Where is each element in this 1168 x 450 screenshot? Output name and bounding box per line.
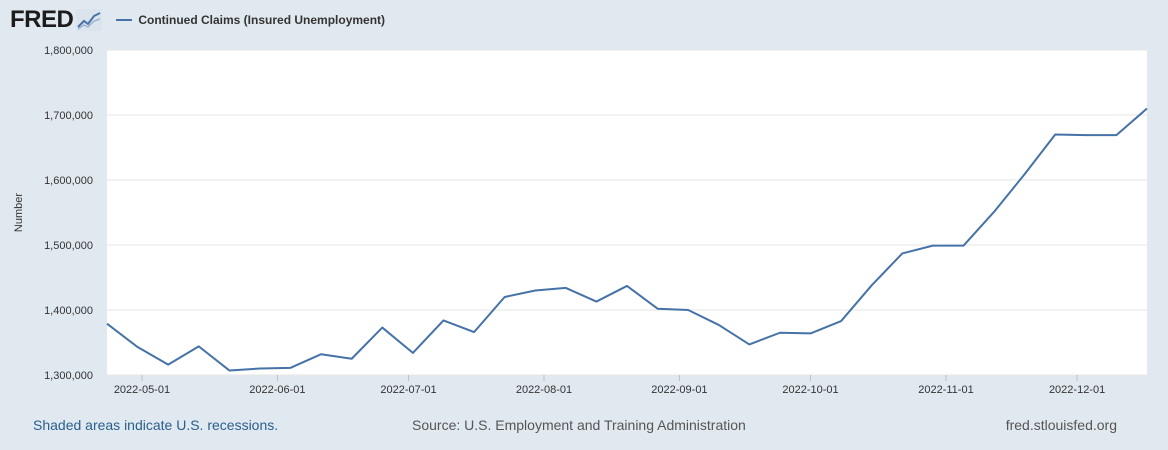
grid-lines: [107, 49, 1147, 376]
legend-label: Continued Claims (Insured Unemployment): [138, 13, 386, 27]
x-tick-label: 2022-05-01: [114, 384, 170, 396]
recession-note: Shaded areas indicate U.S. recessions.: [33, 417, 279, 433]
legend-swatch: [116, 19, 133, 21]
chart-header: FRED Continued Claims (Insured Unemploym…: [10, 6, 385, 34]
x-tick-label: 2022-08-01: [516, 384, 572, 396]
x-tick-label: 2022-07-01: [380, 384, 436, 396]
x-tick-label: 2022-10-01: [782, 384, 838, 396]
y-tick-label: 1,700,000: [44, 110, 93, 122]
y-tick-label: 1,400,000: [44, 305, 93, 317]
y-tick-label: 1,600,000: [44, 175, 93, 187]
y-axis-ticks: 1,300,000 1,400,000 1,500,000 1,600,000 1,70…: [44, 45, 93, 382]
legend[interactable]: Continued Claims (Insured Unemployment): [116, 13, 385, 27]
y-tick-label: 1,800,000: [44, 45, 93, 57]
fred-chart-icon: [76, 9, 103, 31]
plot-area: [107, 50, 1147, 375]
x-tick-label: 2022-06-01: [249, 384, 305, 396]
series-line-continued-claims[interactable]: [106, 107, 1148, 372]
x-tick-label: 2022-09-01: [651, 384, 707, 396]
line-chart[interactable]: 1,300,000 1,400,000 1,500,000 1,600,000 1,70…: [0, 0, 1168, 410]
site-link[interactable]: fred.stlouisfed.org: [1005, 417, 1117, 433]
source-note: Source: U.S. Employment and Training Adm…: [412, 417, 746, 433]
x-tick-label: 2022-11-01: [918, 384, 973, 396]
y-tick-label: 1,500,000: [44, 240, 93, 252]
fred-logo[interactable]: FRED: [10, 6, 74, 33]
y-tick-label: 1,300,000: [44, 370, 93, 382]
x-axis-ticks: 2022-05-01 2022-06-01 2022-07-01 2022-08-01…: [114, 375, 1105, 396]
y-axis-label: Number: [13, 193, 25, 232]
x-tick-label: 2022-12-01: [1049, 384, 1105, 396]
